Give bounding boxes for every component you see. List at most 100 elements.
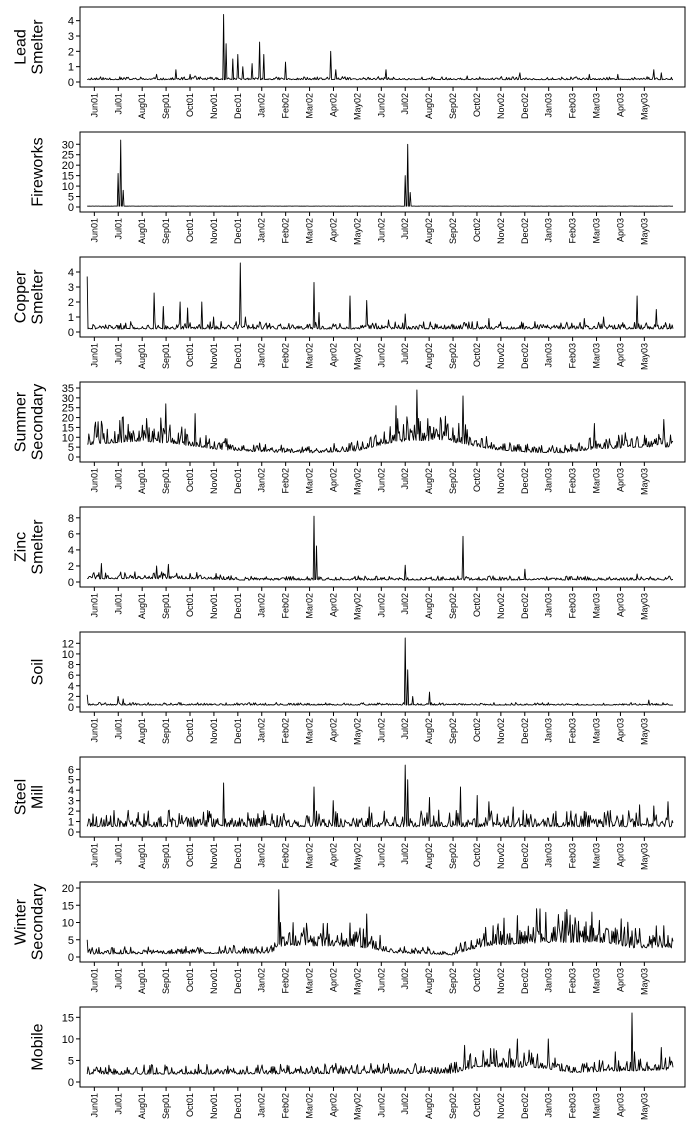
mobile-x-tick-label: Oct01 xyxy=(185,1093,195,1117)
steel-mill-series-line xyxy=(86,764,674,828)
fireworks-x-tick-label: Jul01 xyxy=(113,218,123,240)
zinc-smelter-x-tick-label: Feb02 xyxy=(281,593,291,619)
copper-smelter-x-tick-label: Dec02 xyxy=(520,343,530,369)
summer-secondary-y-label: SummerSecondary xyxy=(13,384,47,461)
lead-smelter-x-tick-label: Feb02 xyxy=(281,93,291,119)
steel-mill-x-tick-label: May03 xyxy=(639,843,649,870)
soil-x-tick-label: Sep01 xyxy=(161,718,171,744)
fireworks-x-tick-label: Feb03 xyxy=(568,218,578,244)
fireworks-x-tick-label: Dec02 xyxy=(520,218,530,244)
mobile-x-tick-label: Jan02 xyxy=(257,1093,267,1118)
winter-secondary-x-tick-label: Feb03 xyxy=(568,968,578,994)
lead-smelter-x-tick-label: Jun02 xyxy=(376,93,386,118)
mobile-y-label: Mobile xyxy=(30,1023,47,1070)
steel-mill-x-tick-label: Nov02 xyxy=(496,843,506,869)
summer-secondary-x-tick-label: Aug02 xyxy=(424,468,434,494)
zinc-smelter-x-tick-label: Nov01 xyxy=(209,593,219,619)
lead-smelter-x-tick-label: Oct01 xyxy=(185,93,195,117)
mobile-y-tick-label: 5 xyxy=(68,1055,74,1067)
copper-smelter-y-tick-label: 1 xyxy=(68,312,74,324)
zinc-smelter-x-tick-label: Jul02 xyxy=(400,593,410,615)
soil-y-tick-label: 6 xyxy=(68,670,74,682)
zinc-smelter-y-label: ZincSmelter xyxy=(13,519,47,575)
fireworks-y-tick-label: 30 xyxy=(62,139,74,151)
soil-x-tick-label: May03 xyxy=(639,718,649,745)
winter-secondary-x-tick-label: Dec01 xyxy=(233,968,243,994)
copper-smelter-y-tick-label: 3 xyxy=(68,282,74,294)
winter-secondary-x-tick-label: Dec02 xyxy=(520,968,530,994)
soil-x-tick-label: Oct01 xyxy=(185,718,195,742)
summer-secondary-x-tick-label: Apr02 xyxy=(328,468,338,492)
steel-mill-x-tick-label: Mar03 xyxy=(592,843,602,869)
summer-secondary-x-tick-label: Dec02 xyxy=(520,468,530,494)
summer-secondary-y-tick-label: 5 xyxy=(68,442,74,454)
winter-secondary-x-tick-label: Nov01 xyxy=(209,968,219,994)
summer-secondary-x-tick-label: May02 xyxy=(352,468,362,495)
soil-series-line xyxy=(86,637,673,706)
copper-smelter-x-tick-label: Mar02 xyxy=(305,343,315,369)
summer-secondary-x-tick-label: Feb02 xyxy=(281,468,291,494)
winter-secondary-x-tick-label: Nov02 xyxy=(496,968,506,994)
winter-secondary-series-line xyxy=(86,889,674,956)
zinc-smelter-x-tick-label: Oct02 xyxy=(472,593,482,617)
steel-mill-y-tick-label: 0 xyxy=(68,827,74,839)
steel-mill-y-label-line: Steel xyxy=(13,779,30,815)
summer-secondary-y-label-line: Summer xyxy=(13,391,30,452)
zinc-smelter-x-tick-label: Jun01 xyxy=(89,593,99,618)
mobile-x-tick-label: Oct02 xyxy=(472,1093,482,1117)
summer-secondary-x-tick-label: Sep02 xyxy=(448,468,458,494)
soil-y-tick-label: 0 xyxy=(68,702,74,714)
copper-smelter-x-tick-label: May03 xyxy=(639,343,649,370)
mobile-x-tick-label: Apr03 xyxy=(615,1093,625,1117)
soil-y-label-line: Soil xyxy=(30,659,47,686)
winter-secondary-y-tick-label: 5 xyxy=(68,935,74,947)
steel-mill-x-tick-label: Aug02 xyxy=(424,843,434,869)
soil-x-tick-label: Mar03 xyxy=(592,718,602,744)
zinc-smelter-series-line xyxy=(87,515,674,581)
summer-secondary-x-tick-label: Oct01 xyxy=(185,468,195,492)
summer-secondary-y-tick-label: 10 xyxy=(62,432,74,444)
copper-smelter-x-tick-label: Sep02 xyxy=(448,343,458,369)
steel-mill-y-tick-label: 1 xyxy=(68,817,74,829)
mobile-x-tick-label: Jun02 xyxy=(376,1093,386,1118)
summer-secondary-x-tick-label: Apr03 xyxy=(615,468,625,492)
fireworks-x-tick-label: Apr03 xyxy=(615,218,625,242)
fireworks-x-tick-label: Jan03 xyxy=(544,218,554,243)
steel-mill-x-tick-label: Feb02 xyxy=(281,843,291,869)
fireworks-x-tick-label: Aug02 xyxy=(424,218,434,244)
mobile-y-tick-label: 0 xyxy=(68,1077,74,1089)
mobile-x-tick-label: Mar03 xyxy=(592,1093,602,1119)
fireworks-y-tick-label: 20 xyxy=(62,160,74,172)
summer-secondary-y-tick-label: 30 xyxy=(62,393,74,405)
zinc-smelter-x-tick-label: Sep01 xyxy=(161,593,171,619)
summer-secondary-y-label-line: Secondary xyxy=(29,384,46,461)
winter-secondary-x-tick-label: Jul02 xyxy=(400,968,410,990)
winter-secondary-y-tick-label: 10 xyxy=(62,918,74,930)
mobile-x-tick-label: May02 xyxy=(352,1093,362,1120)
steel-mill-y-tick-label: 5 xyxy=(68,775,74,787)
steel-mill-x-tick-label: Jan02 xyxy=(257,843,267,868)
steel-mill-x-tick-label: Jul01 xyxy=(113,843,123,865)
mobile-x-tick-label: Apr02 xyxy=(328,1093,338,1117)
steel-mill-x-tick-label: Jan03 xyxy=(544,843,554,868)
mobile-y-tick-label: 15 xyxy=(62,1012,74,1024)
summer-secondary-y-tick-label: 20 xyxy=(62,413,74,425)
lead-smelter-y-tick-label: 1 xyxy=(68,62,74,74)
summer-secondary-x-tick-label: Sep01 xyxy=(161,468,171,494)
copper-smelter-y-tick-label: 2 xyxy=(68,297,74,309)
fireworks-x-tick-label: May03 xyxy=(639,218,649,245)
soil-x-tick-label: Jan03 xyxy=(544,718,554,743)
lead-smelter-x-tick-label: May03 xyxy=(639,93,649,120)
mobile-x-tick-label: Jan03 xyxy=(544,1093,554,1118)
copper-smelter-x-tick-label: Mar03 xyxy=(592,343,602,369)
fireworks-x-tick-label: Nov01 xyxy=(209,218,219,244)
fireworks-x-tick-label: May02 xyxy=(352,218,362,245)
steel-mill-x-tick-label: Mar02 xyxy=(305,843,315,869)
fireworks-x-tick-label: Feb02 xyxy=(281,218,291,244)
mobile-x-tick-label: Sep02 xyxy=(448,1093,458,1119)
fireworks-x-tick-label: Sep02 xyxy=(448,218,458,244)
winter-secondary-y-label: WinterSecondary xyxy=(13,884,47,961)
soil-y-tick-label: 10 xyxy=(62,649,74,661)
